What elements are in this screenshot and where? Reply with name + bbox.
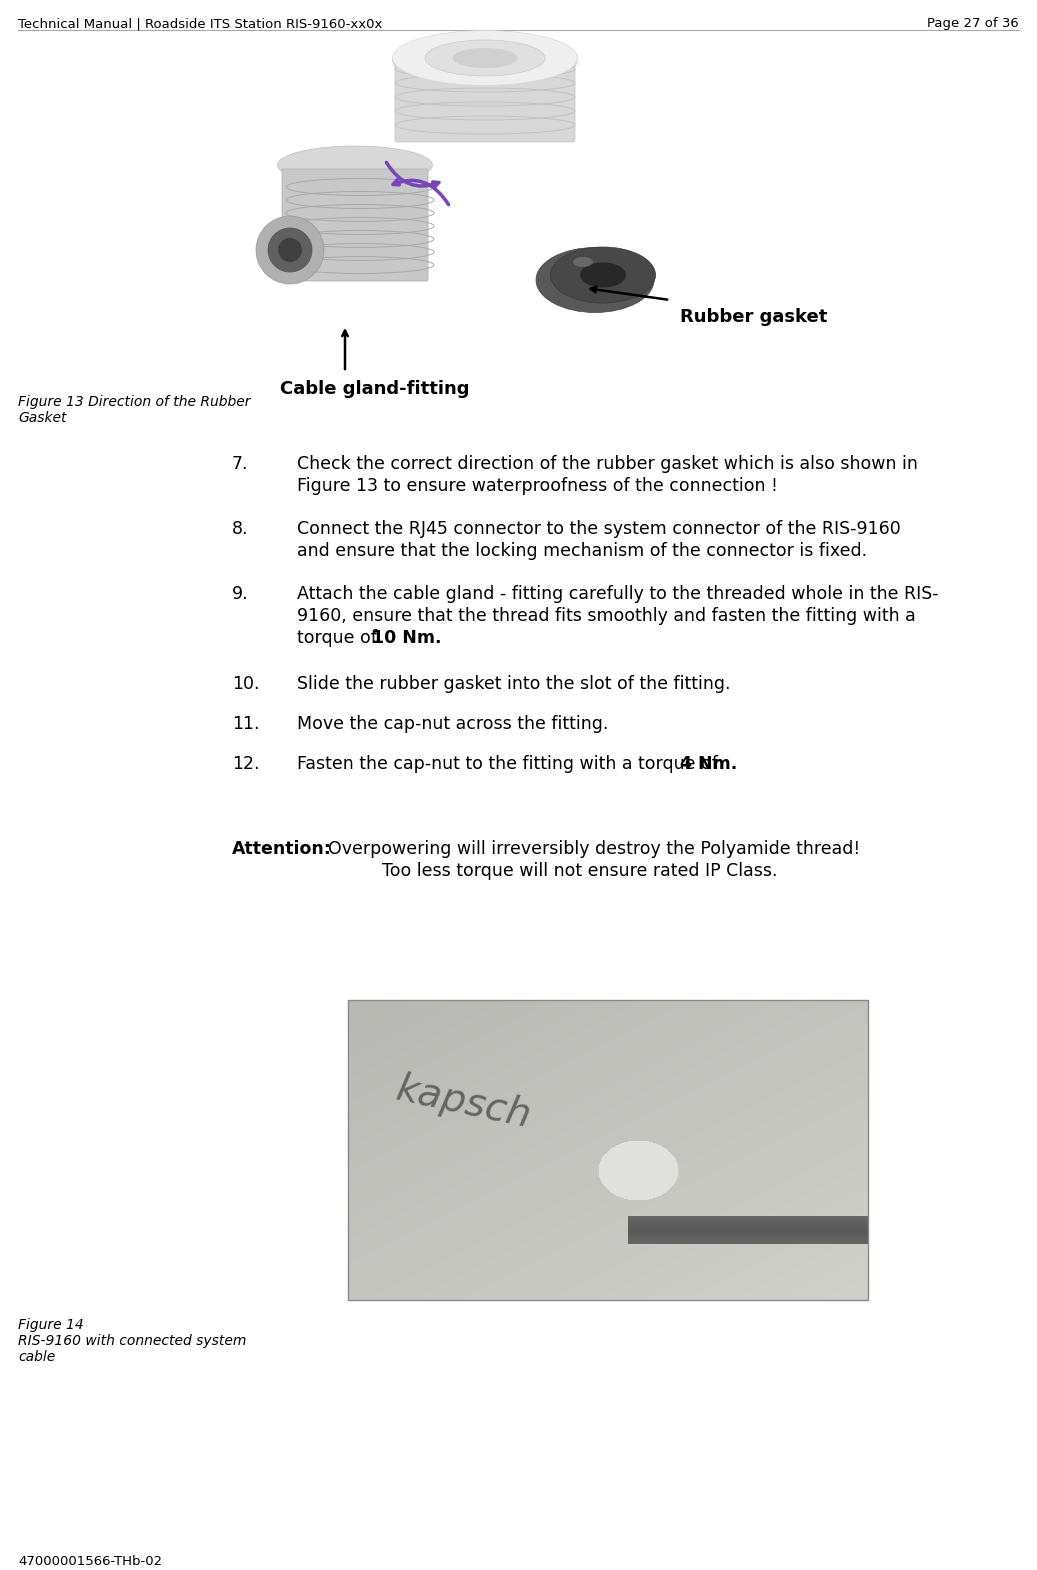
Text: Move the cap-nut across the fitting.: Move the cap-nut across the fitting.: [297, 714, 609, 733]
Text: Figure 14: Figure 14: [18, 1317, 84, 1331]
Ellipse shape: [452, 49, 517, 68]
Text: RIS-9160 with connected system: RIS-9160 with connected system: [18, 1334, 247, 1349]
Ellipse shape: [268, 228, 312, 272]
Ellipse shape: [392, 30, 578, 85]
Ellipse shape: [425, 39, 545, 75]
Text: Gasket: Gasket: [18, 411, 66, 425]
Text: Page 27 of 36: Page 27 of 36: [927, 17, 1019, 30]
Text: 9.: 9.: [232, 586, 249, 603]
Text: Connect the RJ45 connector to the system connector of the RIS-9160: Connect the RJ45 connector to the system…: [297, 520, 901, 539]
FancyBboxPatch shape: [282, 170, 428, 281]
Text: and ensure that the locking mechanism of the connector is fixed.: and ensure that the locking mechanism of…: [297, 542, 867, 560]
Text: 4 Nm.: 4 Nm.: [679, 755, 736, 772]
Text: Figure 13 Direction of the Rubber: Figure 13 Direction of the Rubber: [18, 396, 251, 410]
Text: 10 Nm.: 10 Nm.: [372, 630, 442, 647]
Text: 7.: 7.: [232, 455, 249, 473]
Text: Check the correct direction of the rubber gasket which is also shown in: Check the correct direction of the rubbe…: [297, 455, 918, 473]
Ellipse shape: [573, 257, 593, 267]
Text: Cable gland-fitting: Cable gland-fitting: [280, 380, 470, 399]
Text: Figure 13 to ensure waterproofness of the connection !: Figure 13 to ensure waterproofness of th…: [297, 477, 778, 495]
Text: Technical Manual | Roadside ITS Station RIS-9160-xx0x: Technical Manual | Roadside ITS Station …: [18, 17, 383, 30]
Text: 12.: 12.: [232, 755, 259, 772]
Ellipse shape: [278, 239, 302, 262]
Text: Too less torque will not ensure rated IP Class.: Too less torque will not ensure rated IP…: [383, 862, 778, 881]
Text: 8.: 8.: [232, 520, 249, 539]
Text: Fasten the cap-nut to the fitting with a torque of: Fasten the cap-nut to the fitting with a…: [297, 755, 724, 772]
Text: Attention:: Attention:: [232, 840, 332, 857]
Ellipse shape: [392, 33, 578, 88]
Text: Attach the cable gland - fitting carefully to the threaded whole in the RIS-: Attach the cable gland - fitting careful…: [297, 586, 938, 603]
Text: cable: cable: [18, 1350, 55, 1364]
Text: 10.: 10.: [232, 675, 259, 692]
Ellipse shape: [278, 146, 432, 184]
Text: Rubber gasket: Rubber gasket: [680, 308, 828, 327]
Text: 47000001566-THb-02: 47000001566-THb-02: [18, 1554, 162, 1568]
Text: 9160, ensure that the thread fits smoothly and fasten the fitting with a: 9160, ensure that the thread fits smooth…: [297, 608, 916, 625]
Ellipse shape: [580, 262, 626, 287]
Text: kapsch: kapsch: [393, 1071, 535, 1135]
Ellipse shape: [286, 236, 314, 245]
Text: Overpowering will irreversibly destroy the Polyamide thread!: Overpowering will irreversibly destroy t…: [328, 840, 860, 857]
Text: torque of: torque of: [297, 630, 383, 647]
Ellipse shape: [551, 246, 655, 303]
Text: 11.: 11.: [232, 714, 259, 733]
Ellipse shape: [256, 217, 324, 284]
Text: Slide the rubber gasket into the slot of the fitting.: Slide the rubber gasket into the slot of…: [297, 675, 730, 692]
FancyBboxPatch shape: [395, 58, 574, 141]
Ellipse shape: [536, 248, 654, 312]
